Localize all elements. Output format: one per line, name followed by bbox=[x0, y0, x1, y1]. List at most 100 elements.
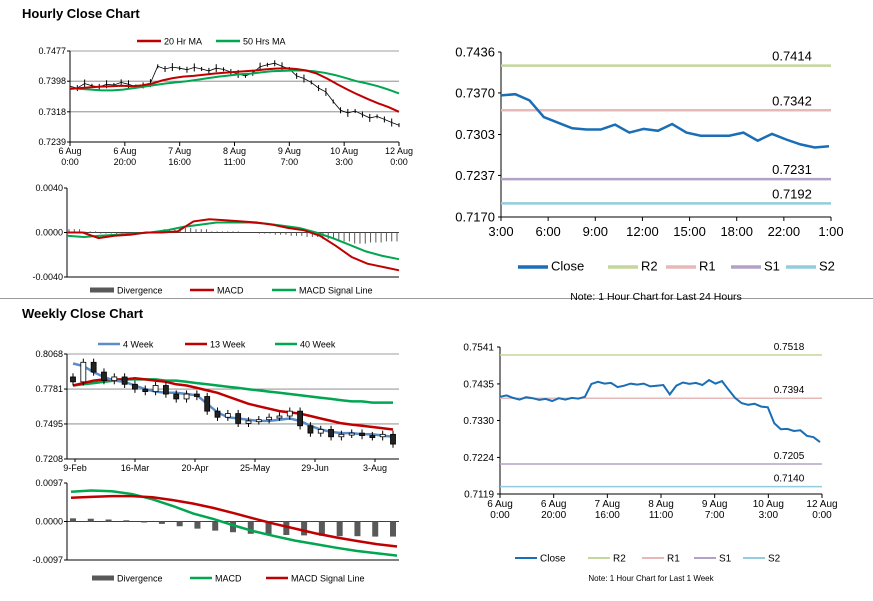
legend-macd-label: MACD bbox=[217, 286, 244, 296]
hourly-price-ytick-label: 0.7239 bbox=[38, 137, 66, 147]
weekly_levels-xtick-label: 9 Aug bbox=[702, 499, 728, 510]
weekly-divergence-bar bbox=[247, 521, 254, 534]
weekly_levels-xtick-label: 6 Aug bbox=[487, 499, 513, 510]
weekly-divergence-bar bbox=[70, 518, 76, 522]
weekly-divergence-bar bbox=[141, 521, 148, 523]
weekly-price-xtick-label: 9-Feb bbox=[63, 463, 87, 473]
weekly-price-xtick-label: 16-Mar bbox=[121, 463, 150, 473]
legend-4-week-label: 4 Week bbox=[123, 340, 154, 350]
weekly_levels-legend-s1-label: S1 bbox=[719, 554, 732, 565]
hourly-price-xtick-label: 8 Aug bbox=[223, 146, 246, 156]
weekly-candle-body bbox=[163, 385, 169, 395]
weekly-divergence-bar bbox=[212, 521, 219, 531]
weekly_levels-ytick-label: 0.7330 bbox=[463, 416, 494, 427]
hourly_levels-xtick-label: 3:00 bbox=[488, 224, 513, 239]
hourly_levels-xtick-label: 15:00 bbox=[673, 224, 706, 239]
hourly-macd-ytick-label: 0.0000 bbox=[35, 228, 63, 238]
weekly_levels-r1-value-label: 0.7394 bbox=[774, 385, 805, 396]
weekly-candle-body bbox=[390, 433, 396, 445]
weekly-candle-body bbox=[379, 433, 386, 438]
hourly-price-xtick-label: 16:00 bbox=[168, 157, 191, 167]
weekly-divergence-bar bbox=[318, 521, 325, 536]
hourly-50hr-ma-line bbox=[69, 69, 400, 95]
weekly-price-xtick-label: 29-Jun bbox=[301, 463, 329, 473]
weekly-candle-body bbox=[111, 376, 118, 382]
weekly-candle-body bbox=[142, 388, 149, 393]
hourly_levels-note: Note: 1 Hour Chart for Last 24 Hours bbox=[570, 291, 742, 300]
hourly_levels-ytick-label: 0.7303 bbox=[455, 127, 495, 142]
weekly-candle-body bbox=[235, 413, 242, 424]
weekly-candle-body bbox=[369, 435, 376, 438]
hourly-price-xtick-label: 0:00 bbox=[61, 157, 79, 167]
hourly_levels-xtick-label: 1:00 bbox=[818, 224, 843, 239]
hourly_levels-r2-value-label: 0.7414 bbox=[772, 49, 812, 64]
hourly_levels-ytick-label: 0.7436 bbox=[455, 45, 495, 60]
weekly-candle-body bbox=[328, 429, 334, 438]
weekly_levels-s2-value-label: 0.7140 bbox=[774, 474, 805, 485]
hourly_levels-ytick-label: 0.7170 bbox=[455, 210, 495, 225]
weekly-candle-body bbox=[266, 416, 273, 421]
weekly_levels-ytick-label: 0.7224 bbox=[463, 453, 494, 464]
weekly-candle-body bbox=[121, 376, 128, 385]
hourly-price-xtick-label: 11:00 bbox=[224, 157, 246, 167]
hourly-price-ytick-label: 0.7398 bbox=[38, 76, 66, 86]
weekly-macd-chart: 0.0097 0.0000 -0.0097 Divergence MACD MACD Si… bbox=[32, 478, 399, 584]
legend-50hr-ma-label: 50 Hrs MA bbox=[243, 37, 286, 47]
weekly-divergence-bar bbox=[230, 521, 236, 533]
hourly_levels-legend-r2-label: R2 bbox=[641, 259, 658, 274]
weekly-price-ytick-label: 0.8068 bbox=[35, 349, 63, 359]
hourly_levels-xtick-label: 22:00 bbox=[768, 224, 801, 239]
weekly-price-ytick-label: 0.7495 bbox=[35, 419, 63, 429]
weekly_levels-xtick-label: 0:00 bbox=[490, 510, 510, 521]
weekly_levels-ytick-label: 0.7119 bbox=[464, 490, 494, 501]
weekly-candle-body bbox=[173, 393, 180, 400]
hourly_levels-ytick-label: 0.7237 bbox=[455, 168, 495, 183]
hourly_levels-legend-close-label: Close bbox=[551, 259, 584, 274]
weekly_levels-ytick-label: 0.7435 bbox=[463, 379, 494, 390]
weekly-candle-body bbox=[214, 410, 221, 418]
weekly-candle-body bbox=[90, 361, 97, 373]
weekly-divergence-bar bbox=[87, 518, 94, 522]
hourly-section-title: Hourly Close Chart bbox=[22, 6, 140, 21]
hourly-macd-ytick-label: 0.0040 bbox=[35, 183, 63, 193]
weekly-divergence-bar bbox=[194, 521, 201, 529]
weekly-signal-line bbox=[70, 494, 398, 548]
hourly-price-xtick-label: 6 Aug bbox=[58, 146, 81, 156]
hourly-macd-ytick-label: -0.0040 bbox=[32, 272, 63, 282]
weekly-divergence-bar bbox=[265, 521, 272, 535]
weekly-macd-line bbox=[70, 489, 398, 557]
weekly_levels-legend-r2-label: R2 bbox=[613, 554, 626, 565]
weekly-candle-body bbox=[183, 393, 190, 400]
weekly_levels-xtick-label: 16:00 bbox=[595, 510, 620, 521]
weekly-candle-body bbox=[297, 410, 303, 427]
weekly-candle-body bbox=[276, 415, 283, 419]
hourly_levels-close-line bbox=[500, 92, 830, 149]
weekly_levels-ytick-label: 0.7541 bbox=[463, 343, 494, 354]
weekly_levels-xtick-label: 8 Aug bbox=[648, 499, 674, 510]
weekly-divergence-bar bbox=[105, 519, 112, 522]
hourly-price-xtick-label: 7 Aug bbox=[168, 146, 191, 156]
weekly-candle-body bbox=[307, 425, 314, 434]
legend-weekly-macd-label: MACD bbox=[215, 574, 242, 584]
weekly-macd-ytick-label: -0.0097 bbox=[32, 555, 63, 565]
weekly-candle-body bbox=[255, 419, 262, 423]
hourly_levels-legend-s1-label: S1 bbox=[764, 259, 780, 274]
hourly_levels-s2-value-label: 0.7192 bbox=[772, 186, 812, 201]
hourly_levels-r1-value-label: 0.7342 bbox=[772, 93, 812, 108]
weekly-candle-body bbox=[245, 420, 252, 424]
hourly_levels-legend-s2-label: S2 bbox=[819, 259, 835, 274]
hourly-price-xtick-label: 10 Aug bbox=[330, 146, 358, 156]
weekly-price-xtick-label: 25-May bbox=[240, 463, 271, 473]
weekly-candle-body bbox=[204, 396, 211, 412]
weekly-price-xtick-label: 20-Apr bbox=[181, 463, 208, 473]
weekly-candle-body bbox=[286, 410, 293, 417]
weekly-macd-ytick-label: 0.0000 bbox=[35, 517, 63, 527]
legend-13-week-label: 13 Week bbox=[210, 340, 246, 350]
hourly_levels-ytick-label: 0.7370 bbox=[455, 85, 495, 100]
weekly_levels-note: Note: 1 Hour Chart for Last 1 Week bbox=[588, 574, 714, 583]
weekly_levels-xtick-label: 11:00 bbox=[649, 510, 674, 521]
weekly-candle-body bbox=[80, 361, 87, 383]
